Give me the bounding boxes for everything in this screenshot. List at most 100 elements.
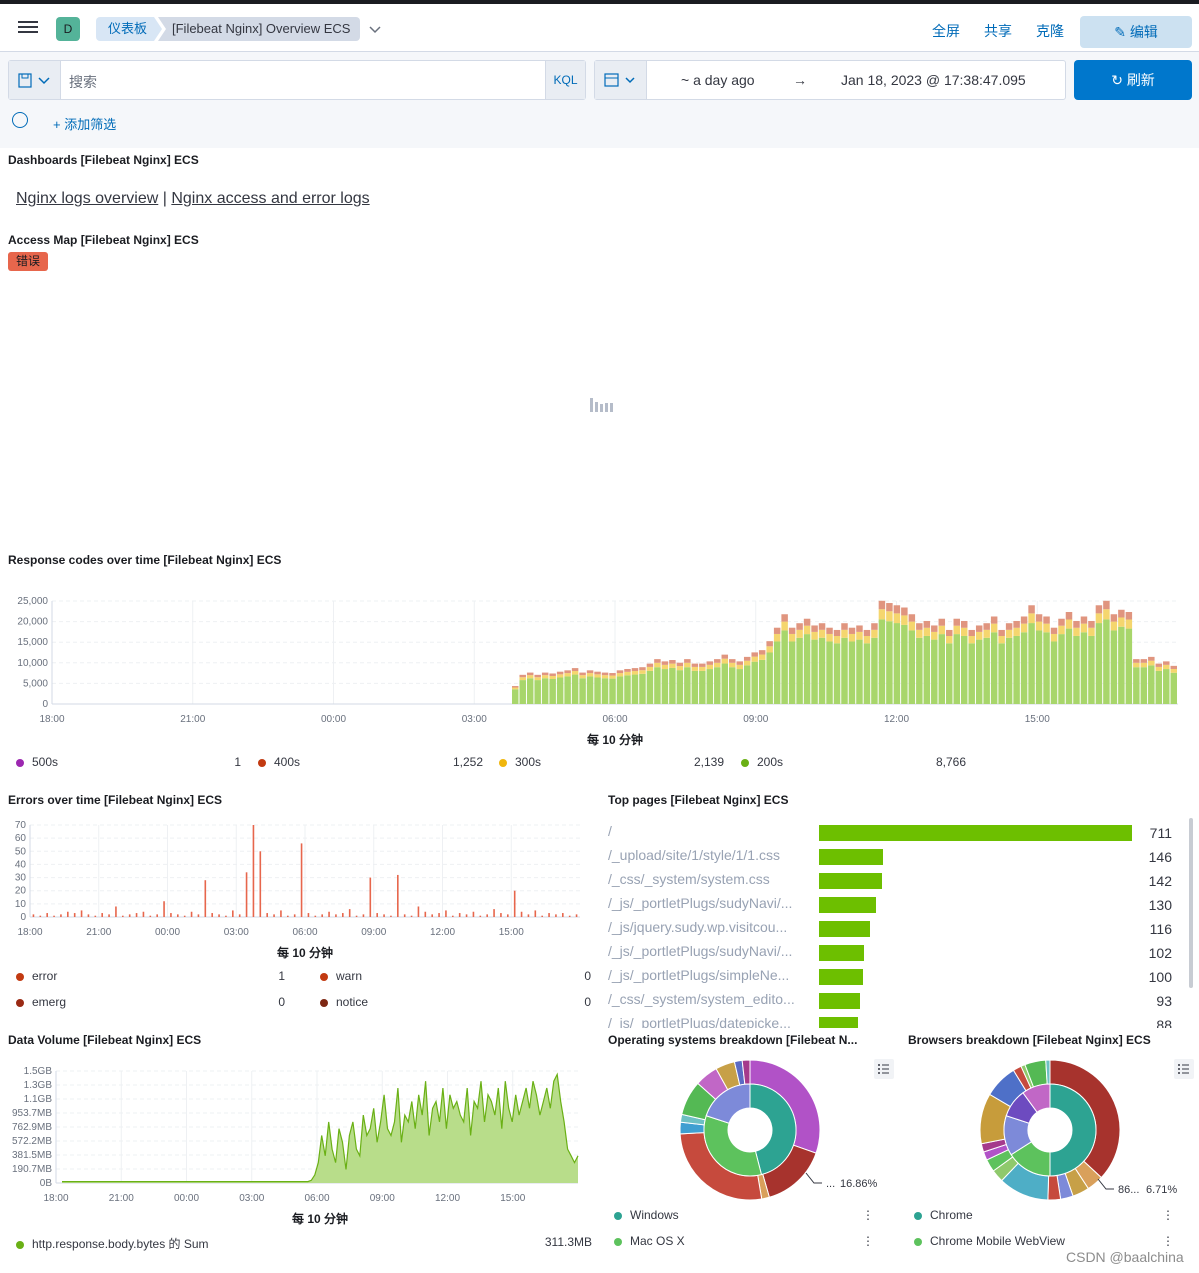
top-page-row[interactable]: /_js/_portletPlugs/datepicke... 88 xyxy=(608,1015,1188,1028)
top-page-row[interactable]: /_js/jquery.sudy.wp.visitcou... 116 xyxy=(608,919,1188,939)
bar-400s xyxy=(1073,620,1080,628)
bar-200s xyxy=(1163,669,1170,704)
bar-200s xyxy=(1110,630,1118,704)
bar-300s xyxy=(818,629,826,638)
bar-200s xyxy=(1125,628,1133,704)
error-bar xyxy=(562,913,564,917)
legend-item[interactable]: error 1 xyxy=(16,969,291,983)
error-bar xyxy=(335,914,337,917)
kql-toggle[interactable]: KQL xyxy=(545,61,585,99)
more-icon[interactable]: ⋮ xyxy=(1162,1208,1174,1222)
legend-item[interactable]: Windows ⋮ xyxy=(614,1208,894,1234)
bar-200s xyxy=(901,624,908,704)
date-picker[interactable]: ~ a day ago → Jan 18, 2023 @ 17:38:47.09… xyxy=(594,60,1066,100)
date-start[interactable]: ~ a day ago xyxy=(681,72,755,88)
top-pages-list: / 711 /_upload/site/1/style/1/1.css 146 /_cs… xyxy=(0,820,1199,1028)
bar-300s xyxy=(1035,621,1043,631)
y-tick-label: 70 xyxy=(15,820,27,831)
top-page-row[interactable]: / 711 xyxy=(608,823,1188,843)
legend-item[interactable]: 500s 1 xyxy=(16,755,251,769)
error-bar xyxy=(183,915,186,917)
bar-300s xyxy=(1148,660,1155,666)
bar-200s xyxy=(1170,672,1177,704)
bar-300s xyxy=(549,675,556,679)
fullscreen-link[interactable]: 全屏 xyxy=(932,23,960,39)
link-nginx-overview[interactable]: Nginx logs overview xyxy=(16,190,159,207)
share-link[interactable]: 共享 xyxy=(984,23,1012,39)
search-field[interactable]: 搜索 KQL xyxy=(8,60,586,100)
menu-icon[interactable] xyxy=(18,18,38,38)
y-tick-label: 20,000 xyxy=(17,617,48,628)
bar-400s xyxy=(803,618,811,626)
bar-300s xyxy=(751,656,758,662)
os-legend: Windows ⋮ Mac OS X ⋮ xyxy=(614,1208,894,1260)
legend-dot xyxy=(16,972,24,981)
top-page-row[interactable]: /_css/_system/system_edito... 93 xyxy=(608,991,1188,1011)
top-page-row[interactable]: /_css/_system/system.css 142 xyxy=(608,871,1188,891)
x-tick-label: 12:00 xyxy=(430,927,455,938)
saved-query-button[interactable] xyxy=(9,61,61,99)
x-tick-label: 00:00 xyxy=(321,714,346,725)
top-pages-scrollbar[interactable] xyxy=(1189,818,1193,988)
bar-300s xyxy=(736,664,743,670)
legend-item[interactable]: Mac OS X ⋮ xyxy=(614,1234,894,1260)
more-icon[interactable]: ⋮ xyxy=(862,1234,874,1248)
list-icon[interactable] xyxy=(1174,1059,1194,1079)
area-fill xyxy=(62,1074,578,1183)
chevron-down-icon[interactable] xyxy=(368,22,382,36)
bar-400s xyxy=(758,650,766,655)
legend-item[interactable]: notice 0 xyxy=(320,995,595,1009)
bar-300s xyxy=(781,621,788,631)
legend-item[interactable]: emerg 0 xyxy=(16,995,291,1009)
link-nginx-access[interactable]: Nginx access and error logs xyxy=(171,190,370,207)
bar-400s xyxy=(639,667,646,671)
y-tick-label: 10,000 xyxy=(17,658,48,669)
bar-400s xyxy=(1005,623,1013,630)
quick-menu-button[interactable] xyxy=(595,61,647,99)
legend-item[interactable]: Chrome Mobile WebView ⋮ xyxy=(914,1234,1184,1260)
top-page-row[interactable]: /_upload/site/1/style/1/1.css 146 xyxy=(608,847,1188,867)
error-bar xyxy=(555,914,557,917)
page-path: /_css/_system/system.css xyxy=(608,871,770,887)
bar-200s xyxy=(863,643,871,704)
filter-options-icon[interactable] xyxy=(12,112,28,128)
bar-200s xyxy=(669,667,676,704)
legend-item[interactable]: Chrome ⋮ xyxy=(914,1208,1184,1234)
search-input[interactable]: 搜索 xyxy=(69,74,97,90)
breadcrumb-dashboards[interactable]: 仪表板 xyxy=(96,17,162,41)
bar-300s xyxy=(983,629,990,638)
edit-button[interactable]: ✎ 编辑 xyxy=(1080,16,1192,48)
list-icon[interactable] xyxy=(874,1059,894,1079)
more-icon[interactable]: ⋮ xyxy=(862,1208,874,1222)
top-page-row[interactable]: /_js/_portletPlugs/sudyNavi/... 102 xyxy=(608,943,1188,963)
bar-400s xyxy=(669,660,676,664)
bar-200s xyxy=(841,637,848,704)
error-bar xyxy=(541,915,543,917)
x-tick-label: 21:00 xyxy=(109,1193,134,1204)
error-badge[interactable]: 错误 xyxy=(8,252,49,271)
top-page-row[interactable]: /_js/_portletPlugs/simpleNe... 100 xyxy=(608,967,1188,987)
bar-400s xyxy=(646,663,654,667)
bar-300s xyxy=(1028,613,1035,624)
top-page-row[interactable]: /_js/_portletPlugs/sudyNavi/... 130 xyxy=(608,895,1188,915)
legend-item[interactable]: 200s 8,766 xyxy=(741,755,976,769)
refresh-button[interactable]: ↻ 刷新 xyxy=(1074,60,1192,100)
legend-label[interactable]: http.response.body.bytes 的 Sum xyxy=(32,1237,209,1251)
clone-link[interactable]: 克隆 xyxy=(1036,23,1064,39)
legend-label: Mac OS X xyxy=(630,1234,685,1248)
error-bar xyxy=(383,914,385,917)
space-avatar[interactable]: D xyxy=(56,17,80,41)
bar-200s xyxy=(609,678,616,704)
legend-label: 400s xyxy=(274,755,301,769)
bar-200s xyxy=(1073,635,1080,704)
bar-400s xyxy=(1155,663,1163,667)
legend-item[interactable]: 300s 2,139 xyxy=(499,755,734,769)
more-icon[interactable]: ⋮ xyxy=(1162,1234,1174,1248)
bar-400s xyxy=(983,623,990,630)
add-filter-link[interactable]: + 添加筛选 xyxy=(53,117,117,132)
legend-item[interactable]: warn 0 xyxy=(320,969,595,983)
legend-item[interactable]: 400s 1,252 xyxy=(258,755,493,769)
bar-400s xyxy=(1028,605,1035,614)
error-bar xyxy=(197,914,200,917)
date-end[interactable]: Jan 18, 2023 @ 17:38:47.095 xyxy=(841,72,1026,88)
